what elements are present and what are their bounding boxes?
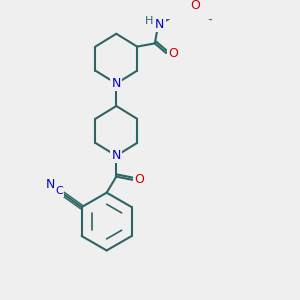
Text: O: O (190, 0, 200, 12)
Text: N: N (155, 18, 164, 31)
Text: N: N (46, 178, 55, 191)
Text: H: H (145, 16, 153, 26)
Text: O: O (168, 46, 178, 59)
Text: N: N (112, 149, 121, 162)
Text: N: N (112, 77, 121, 90)
Text: C: C (55, 186, 63, 196)
Text: O: O (134, 173, 144, 186)
